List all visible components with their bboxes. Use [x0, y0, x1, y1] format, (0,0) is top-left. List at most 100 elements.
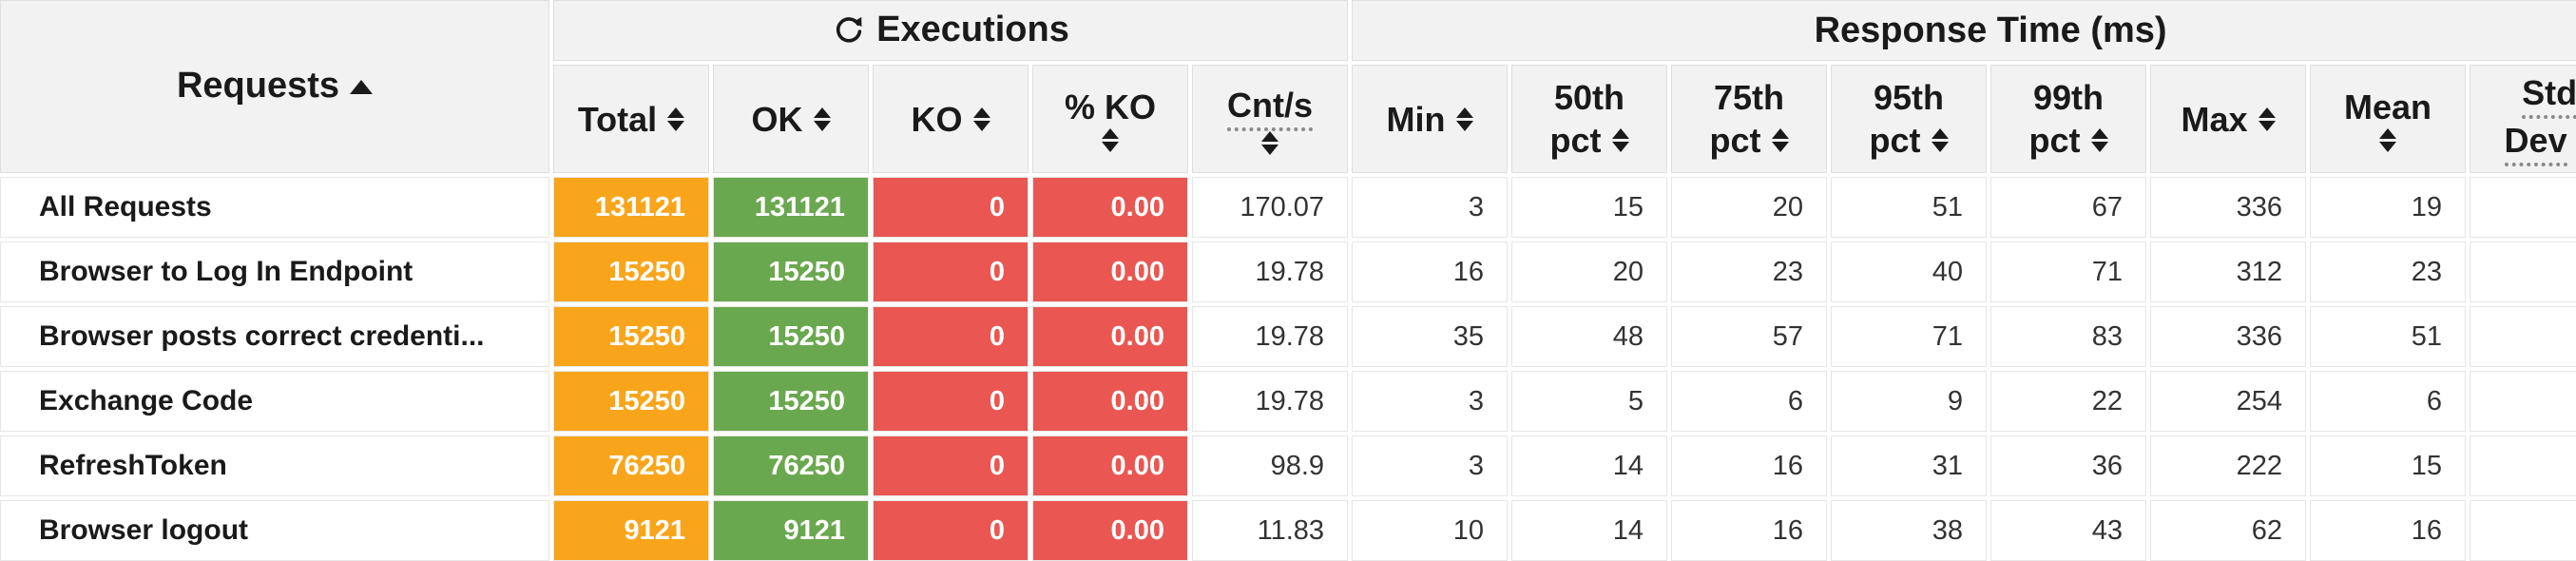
response-time-group-label: Response Time (ms) [1814, 10, 2167, 50]
ko-percent-cell: 0.00 [1032, 435, 1188, 496]
column-header-95th-pct[interactable]: 95th pct [1831, 65, 1988, 173]
request-name-cell[interactable]: Browser to Log In Endpoint [0, 242, 549, 302]
pct99-cell: 67 [1990, 177, 2147, 238]
ok-cell: 9121 [713, 500, 869, 561]
pct95-cell: 51 [1831, 177, 1988, 238]
sort-icon [1771, 128, 1789, 152]
total-cell: 131121 [553, 177, 709, 238]
total-cell: 76250 [553, 435, 709, 496]
column-header-ko[interactable]: KO [873, 65, 1028, 173]
group-header-response-time: Response Time (ms) [1352, 0, 2576, 61]
table-row: Browser posts correct credenti... 15250 … [0, 306, 2576, 367]
std-dev-cell: 7 [2470, 500, 2576, 561]
pct50-cell: 5 [1511, 371, 1668, 432]
sort-icon [1261, 130, 1279, 155]
pct95-cell: 38 [1831, 500, 1988, 561]
ko-percent-cell: 0.00 [1032, 371, 1188, 432]
ko-cell: 0 [873, 306, 1028, 367]
column-header-50th-pct[interactable]: 50th pct [1511, 65, 1668, 173]
cnt-per-sec-cell: 98.9 [1192, 435, 1349, 496]
pct95-cell: 9 [1831, 371, 1988, 432]
sort-icon [1611, 128, 1629, 152]
pct50-cell: 20 [1511, 242, 1668, 302]
requests-header-label: Requests [176, 66, 340, 106]
pct75-cell: 20 [1671, 177, 1828, 238]
sort-icon [2258, 106, 2276, 131]
mean-cell: 6 [2310, 371, 2467, 432]
column-header-min[interactable]: Min [1352, 65, 1509, 173]
mean-cell: 15 [2310, 435, 2467, 496]
pct95-cell: 71 [1831, 306, 1988, 367]
ko-percent-cell: 0.00 [1032, 306, 1188, 367]
column-header-cnt-per-sec[interactable]: Cnt/s [1192, 65, 1349, 173]
sort-icon [667, 106, 685, 131]
column-header-mean[interactable]: Mean [2310, 65, 2467, 173]
ko-cell: 0 [873, 371, 1028, 432]
sort-icon [1931, 128, 1949, 152]
std-dev-cell: 12 [2470, 242, 2576, 302]
pct50-cell: 48 [1511, 306, 1668, 367]
table-row: All Requests 131121 131121 0 0.00 170.07… [0, 177, 2576, 238]
mean-cell: 51 [2310, 306, 2467, 367]
column-header-ok[interactable]: OK [713, 65, 869, 173]
pct50-cell: 14 [1511, 500, 1668, 561]
std-dev-cell: 7 [2470, 435, 2576, 496]
column-header-max[interactable]: Max [2150, 65, 2307, 173]
pct75-cell: 6 [1671, 371, 1828, 432]
ko-percent-cell: 0.00 [1032, 500, 1188, 561]
request-name-cell[interactable]: All Requests [0, 177, 549, 238]
ko-percent-cell: 0.00 [1032, 177, 1188, 238]
pct50-cell: 15 [1511, 177, 1668, 238]
table-row: Browser logout 9121 9121 0 0.00 11.83 10… [0, 500, 2576, 561]
stats-table-body: All Requests 131121 131121 0 0.00 170.07… [0, 177, 2576, 561]
ok-cell: 76250 [713, 435, 869, 496]
total-cell: 15250 [553, 306, 709, 367]
max-cell: 336 [2150, 177, 2307, 238]
min-cell: 3 [1352, 435, 1509, 496]
cnt-per-sec-cell: 19.78 [1192, 306, 1349, 367]
sort-ascending-icon [350, 79, 374, 94]
min-cell: 3 [1352, 371, 1509, 432]
table-row: RefreshToken 76250 76250 0 0.00 98.9 3 1… [0, 435, 2576, 496]
ok-cell: 15250 [713, 242, 869, 302]
pct99-cell: 43 [1990, 500, 2147, 561]
ok-cell: 131121 [713, 177, 869, 238]
sort-icon [2379, 128, 2397, 152]
ko-cell: 0 [873, 177, 1028, 238]
min-cell: 16 [1352, 242, 1509, 302]
total-cell: 15250 [553, 371, 709, 432]
pct99-cell: 22 [1990, 371, 2147, 432]
cnt-per-sec-cell: 19.78 [1192, 242, 1349, 302]
mean-cell: 19 [2310, 177, 2467, 238]
pct75-cell: 16 [1671, 500, 1828, 561]
column-header-99th-pct[interactable]: 99th pct [1990, 65, 2147, 173]
request-name-cell[interactable]: Browser logout [0, 500, 549, 561]
column-header-total[interactable]: Total [553, 65, 709, 173]
column-header-ko-percent[interactable]: % KO [1032, 65, 1188, 173]
request-name-cell[interactable]: RefreshToken [0, 435, 549, 496]
max-cell: 336 [2150, 306, 2307, 367]
std-dev-cell: 6 [2470, 371, 2576, 432]
min-cell: 35 [1352, 306, 1509, 367]
table-row: Browser to Log In Endpoint 15250 15250 0… [0, 242, 2576, 302]
mean-cell: 16 [2310, 500, 2467, 561]
group-header-executions: Executions [553, 0, 1349, 61]
max-cell: 312 [2150, 242, 2307, 302]
min-cell: 10 [1352, 500, 1509, 561]
request-name-cell[interactable]: Exchange Code [0, 371, 549, 432]
pct95-cell: 40 [1831, 242, 1988, 302]
sort-icon [1455, 106, 1473, 131]
request-name-cell[interactable]: Browser posts correct credenti... [0, 306, 549, 367]
column-header-std-dev[interactable]: Std Dev [2470, 65, 2576, 173]
pct50-cell: 14 [1511, 435, 1668, 496]
ko-cell: 0 [873, 435, 1028, 496]
total-cell: 15250 [553, 242, 709, 302]
pct99-cell: 71 [1990, 242, 2147, 302]
ko-cell: 0 [873, 500, 1028, 561]
ko-cell: 0 [873, 242, 1028, 302]
column-header-requests[interactable]: Requests [0, 0, 549, 173]
max-cell: 222 [2150, 435, 2307, 496]
column-header-75th-pct[interactable]: 75th pct [1671, 65, 1828, 173]
mean-cell: 23 [2310, 242, 2467, 302]
